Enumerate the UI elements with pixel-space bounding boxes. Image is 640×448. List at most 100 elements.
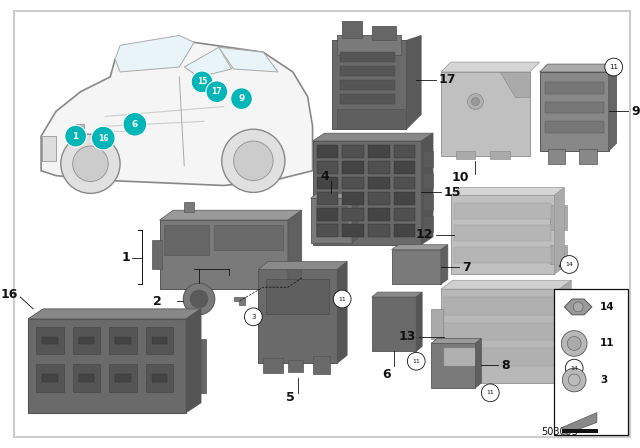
Bar (563, 429, 598, 433)
Bar (259, 269, 337, 363)
Polygon shape (441, 280, 572, 289)
Polygon shape (159, 210, 301, 220)
Bar (317, 177, 339, 190)
Text: 6: 6 (132, 120, 138, 129)
Polygon shape (184, 47, 232, 77)
Bar (164, 225, 209, 254)
Bar (109, 364, 137, 392)
Bar (423, 151, 433, 167)
Circle shape (468, 94, 483, 109)
Circle shape (123, 112, 147, 136)
Bar (342, 161, 364, 174)
Polygon shape (609, 64, 617, 151)
Bar (79, 131, 84, 135)
Bar (456, 151, 476, 159)
Bar (317, 224, 339, 237)
Text: 11: 11 (609, 64, 618, 70)
Circle shape (244, 308, 262, 326)
Circle shape (221, 129, 285, 192)
Circle shape (92, 126, 115, 150)
Bar (340, 66, 394, 76)
Text: 8: 8 (501, 359, 510, 372)
Polygon shape (259, 262, 347, 269)
Polygon shape (441, 245, 448, 284)
Polygon shape (441, 62, 540, 72)
Polygon shape (421, 133, 433, 245)
Bar (340, 52, 394, 62)
Text: 11: 11 (600, 338, 614, 349)
Text: 15: 15 (197, 78, 207, 86)
Text: 5: 5 (287, 391, 295, 404)
Bar (310, 198, 352, 243)
Bar (317, 145, 339, 158)
Bar (214, 225, 283, 250)
Bar (42, 336, 58, 345)
Bar (545, 121, 604, 133)
Text: 3: 3 (251, 314, 255, 320)
Bar (444, 297, 556, 315)
Bar (423, 194, 433, 210)
Text: 11: 11 (486, 390, 494, 395)
Bar (340, 80, 394, 90)
Bar (540, 72, 609, 151)
Text: 9: 9 (238, 94, 244, 103)
Bar (79, 336, 94, 345)
Circle shape (407, 352, 425, 370)
Bar (152, 374, 168, 382)
Bar (454, 247, 552, 263)
Circle shape (230, 88, 252, 109)
Bar (342, 21, 362, 39)
Bar (579, 149, 597, 164)
Circle shape (568, 374, 580, 386)
Text: 14: 14 (565, 262, 573, 267)
Bar (545, 82, 604, 94)
Bar (342, 208, 364, 221)
Bar (152, 336, 168, 345)
Bar (394, 145, 415, 158)
Bar (554, 289, 628, 435)
Polygon shape (288, 210, 301, 289)
Bar (394, 224, 415, 237)
Bar (548, 149, 565, 164)
Polygon shape (540, 64, 617, 72)
Bar (316, 206, 347, 236)
Bar (317, 208, 339, 221)
Bar (431, 309, 443, 339)
Text: 2: 2 (153, 294, 161, 307)
Bar (342, 145, 364, 158)
Bar (312, 141, 421, 245)
Polygon shape (554, 187, 564, 274)
Bar (317, 161, 339, 174)
Text: 14: 14 (570, 366, 578, 370)
Bar (36, 327, 64, 354)
Polygon shape (392, 245, 448, 250)
Text: 1: 1 (121, 251, 130, 264)
Circle shape (561, 256, 578, 273)
Bar (431, 344, 476, 388)
Circle shape (61, 134, 120, 194)
Bar (372, 26, 397, 40)
Text: 503093: 503093 (541, 427, 578, 437)
Bar (79, 374, 94, 382)
Bar (42, 374, 58, 382)
Bar (263, 358, 283, 373)
Bar (545, 102, 604, 113)
Circle shape (472, 98, 479, 106)
Polygon shape (500, 72, 530, 97)
Bar (28, 319, 186, 413)
Text: 6: 6 (382, 367, 391, 380)
Text: 9: 9 (632, 105, 640, 118)
Bar (394, 177, 415, 190)
Text: 10: 10 (452, 171, 469, 184)
Bar (332, 40, 406, 129)
Circle shape (567, 336, 581, 350)
Text: 15: 15 (444, 186, 461, 199)
Circle shape (573, 302, 583, 312)
Bar (441, 72, 530, 156)
Text: 11: 11 (339, 297, 346, 302)
Polygon shape (115, 35, 194, 72)
Bar (152, 240, 161, 269)
Text: 7: 7 (461, 261, 470, 274)
Text: 3: 3 (600, 375, 607, 385)
Polygon shape (416, 292, 422, 351)
